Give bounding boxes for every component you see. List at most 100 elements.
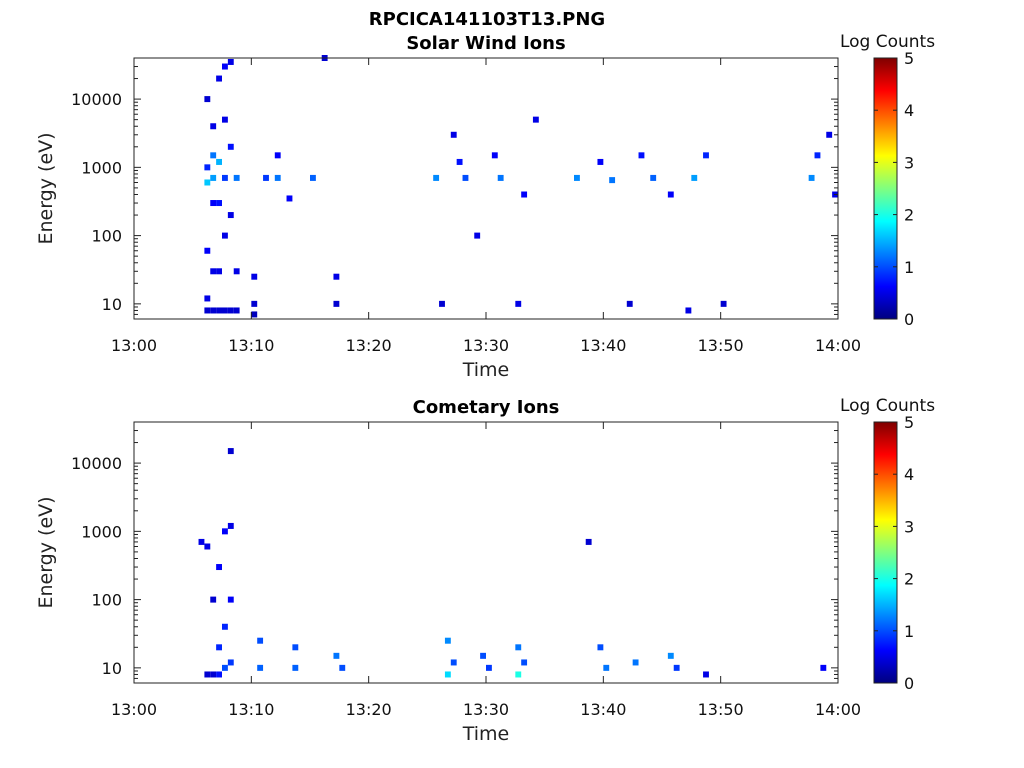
- colorbar-tick-label: 3: [904, 153, 914, 172]
- heatmap-cell: [609, 177, 616, 184]
- heatmap-cell: [333, 273, 340, 280]
- heatmap-cell: [216, 564, 222, 571]
- x-tick-label: 13:50: [698, 700, 744, 719]
- heatmap-cell: [227, 143, 234, 150]
- heatmap-cell: [227, 596, 234, 603]
- heatmap-cell: [491, 152, 498, 159]
- heatmap-cell: [632, 659, 639, 666]
- heatmap-cell: [263, 174, 269, 181]
- heatmap-cell: [222, 664, 228, 671]
- heatmap-cell: [814, 152, 821, 159]
- heatmap-cell: [210, 268, 217, 275]
- heatmap-cell: [227, 307, 234, 314]
- colorbar-tick-label: 5: [904, 49, 914, 68]
- heatmap-cell: [462, 174, 469, 181]
- heatmap-cell: [216, 75, 222, 82]
- x-tick-label: 13:50: [698, 336, 744, 355]
- heatmap-cell: [227, 522, 234, 529]
- y-tick-label: 10: [102, 295, 122, 314]
- plot-frame: [133, 421, 839, 684]
- solar-wind-panel: Solar Wind Ions 13:00 13:10 13:20 13:30 13:40…: [35, 32, 935, 381]
- heatmap-cell: [274, 174, 281, 181]
- heatmap-cell: [210, 671, 217, 678]
- x-tick-label: 13:30: [463, 336, 509, 355]
- heatmap-cell: [456, 158, 463, 165]
- y-tick-label: 1000: [81, 522, 122, 541]
- heatmap-cell: [210, 152, 217, 159]
- panel-title: Solar Wind Ions: [406, 33, 565, 54]
- heatmap-cell: [233, 268, 240, 275]
- colorbar-tick-label: 2: [904, 206, 914, 225]
- colorbar-tick-label: 4: [904, 465, 914, 484]
- heatmap-cell: [210, 307, 217, 314]
- figure-title: RPCICA141103T13.PNG: [369, 9, 605, 30]
- heatmap-cell: [222, 116, 228, 123]
- heatmap-cell: [597, 158, 604, 165]
- colorbar-tick-label: 4: [904, 101, 914, 120]
- y-tick-label: 1000: [81, 158, 122, 177]
- heatmap-cell: [333, 652, 340, 659]
- heatmap-cell: [251, 311, 258, 318]
- heatmap-cell: [603, 664, 610, 671]
- heatmap-cell: [222, 528, 228, 535]
- heatmap-cell: [216, 644, 222, 651]
- panel-title: Cometary Ions: [413, 397, 560, 418]
- heatmap-cell: [233, 307, 240, 314]
- x-axis-label: Time: [462, 723, 510, 745]
- heatmap-cell: [222, 307, 228, 314]
- heatmap-cell: [521, 191, 528, 198]
- heatmap-cell: [685, 307, 692, 314]
- heatmap-cell: [216, 307, 222, 314]
- heatmap-cell: [227, 58, 234, 65]
- y-tick-label: 10: [102, 659, 122, 678]
- heatmap-cell: [638, 152, 645, 159]
- heatmap-cell: [691, 174, 698, 181]
- heatmap-cell: [204, 543, 211, 550]
- heatmap-cell: [450, 659, 457, 666]
- heatmap-cell: [667, 652, 674, 659]
- x-tick-label: 13:20: [346, 336, 392, 355]
- heatmap-cell: [233, 174, 240, 181]
- heatmap-cell: [650, 174, 657, 181]
- heatmap-cell: [339, 664, 346, 671]
- x-axis-label: Time: [462, 359, 510, 381]
- heatmap-cell: [222, 174, 228, 181]
- heatmap-cell: [227, 448, 234, 455]
- heatmap-cell: [198, 538, 205, 545]
- x-tick-label: 14:00: [815, 336, 861, 355]
- colorbar-tick-label: 0: [904, 310, 914, 329]
- heatmap-cell: [274, 152, 281, 159]
- y-tick-label: 10000: [71, 454, 122, 473]
- heatmap-cell: [720, 300, 727, 307]
- heatmap-cell: [808, 174, 815, 181]
- heatmap-cell: [216, 671, 222, 678]
- x-tick-label: 13:10: [228, 336, 274, 355]
- heatmap-cell: [204, 96, 211, 103]
- heatmap-cell: [474, 232, 481, 239]
- heatmap-cell: [444, 671, 451, 678]
- heatmap-cell: [597, 644, 604, 651]
- heatmap-cell: [667, 191, 674, 198]
- heatmap-cell: [210, 123, 217, 130]
- x-tick-label: 13:40: [580, 700, 626, 719]
- heatmap-cell: [444, 637, 451, 644]
- x-tick-label: 13:00: [111, 336, 157, 355]
- heatmap-cell: [310, 174, 316, 181]
- colorbar: [873, 57, 898, 320]
- heatmap-cell: [251, 273, 258, 280]
- heatmap-cell: [257, 664, 264, 671]
- heatmap-cell: [703, 152, 709, 159]
- colorbar: [873, 421, 898, 684]
- x-tick-label: 13:10: [228, 700, 274, 719]
- y-tick-label: 100: [91, 227, 122, 246]
- heatmap-cell: [216, 158, 222, 165]
- colorbar-tick-label: 5: [904, 413, 914, 432]
- colorbar-label: Log Counts: [840, 396, 935, 416]
- heatmap-cell: [486, 664, 492, 671]
- heatmap-cell: [204, 295, 211, 302]
- colorbar-tick-label: 2: [904, 570, 914, 589]
- heatmap-cell: [227, 659, 234, 666]
- heatmap-cell: [703, 671, 709, 678]
- heatmap-cell: [820, 664, 827, 671]
